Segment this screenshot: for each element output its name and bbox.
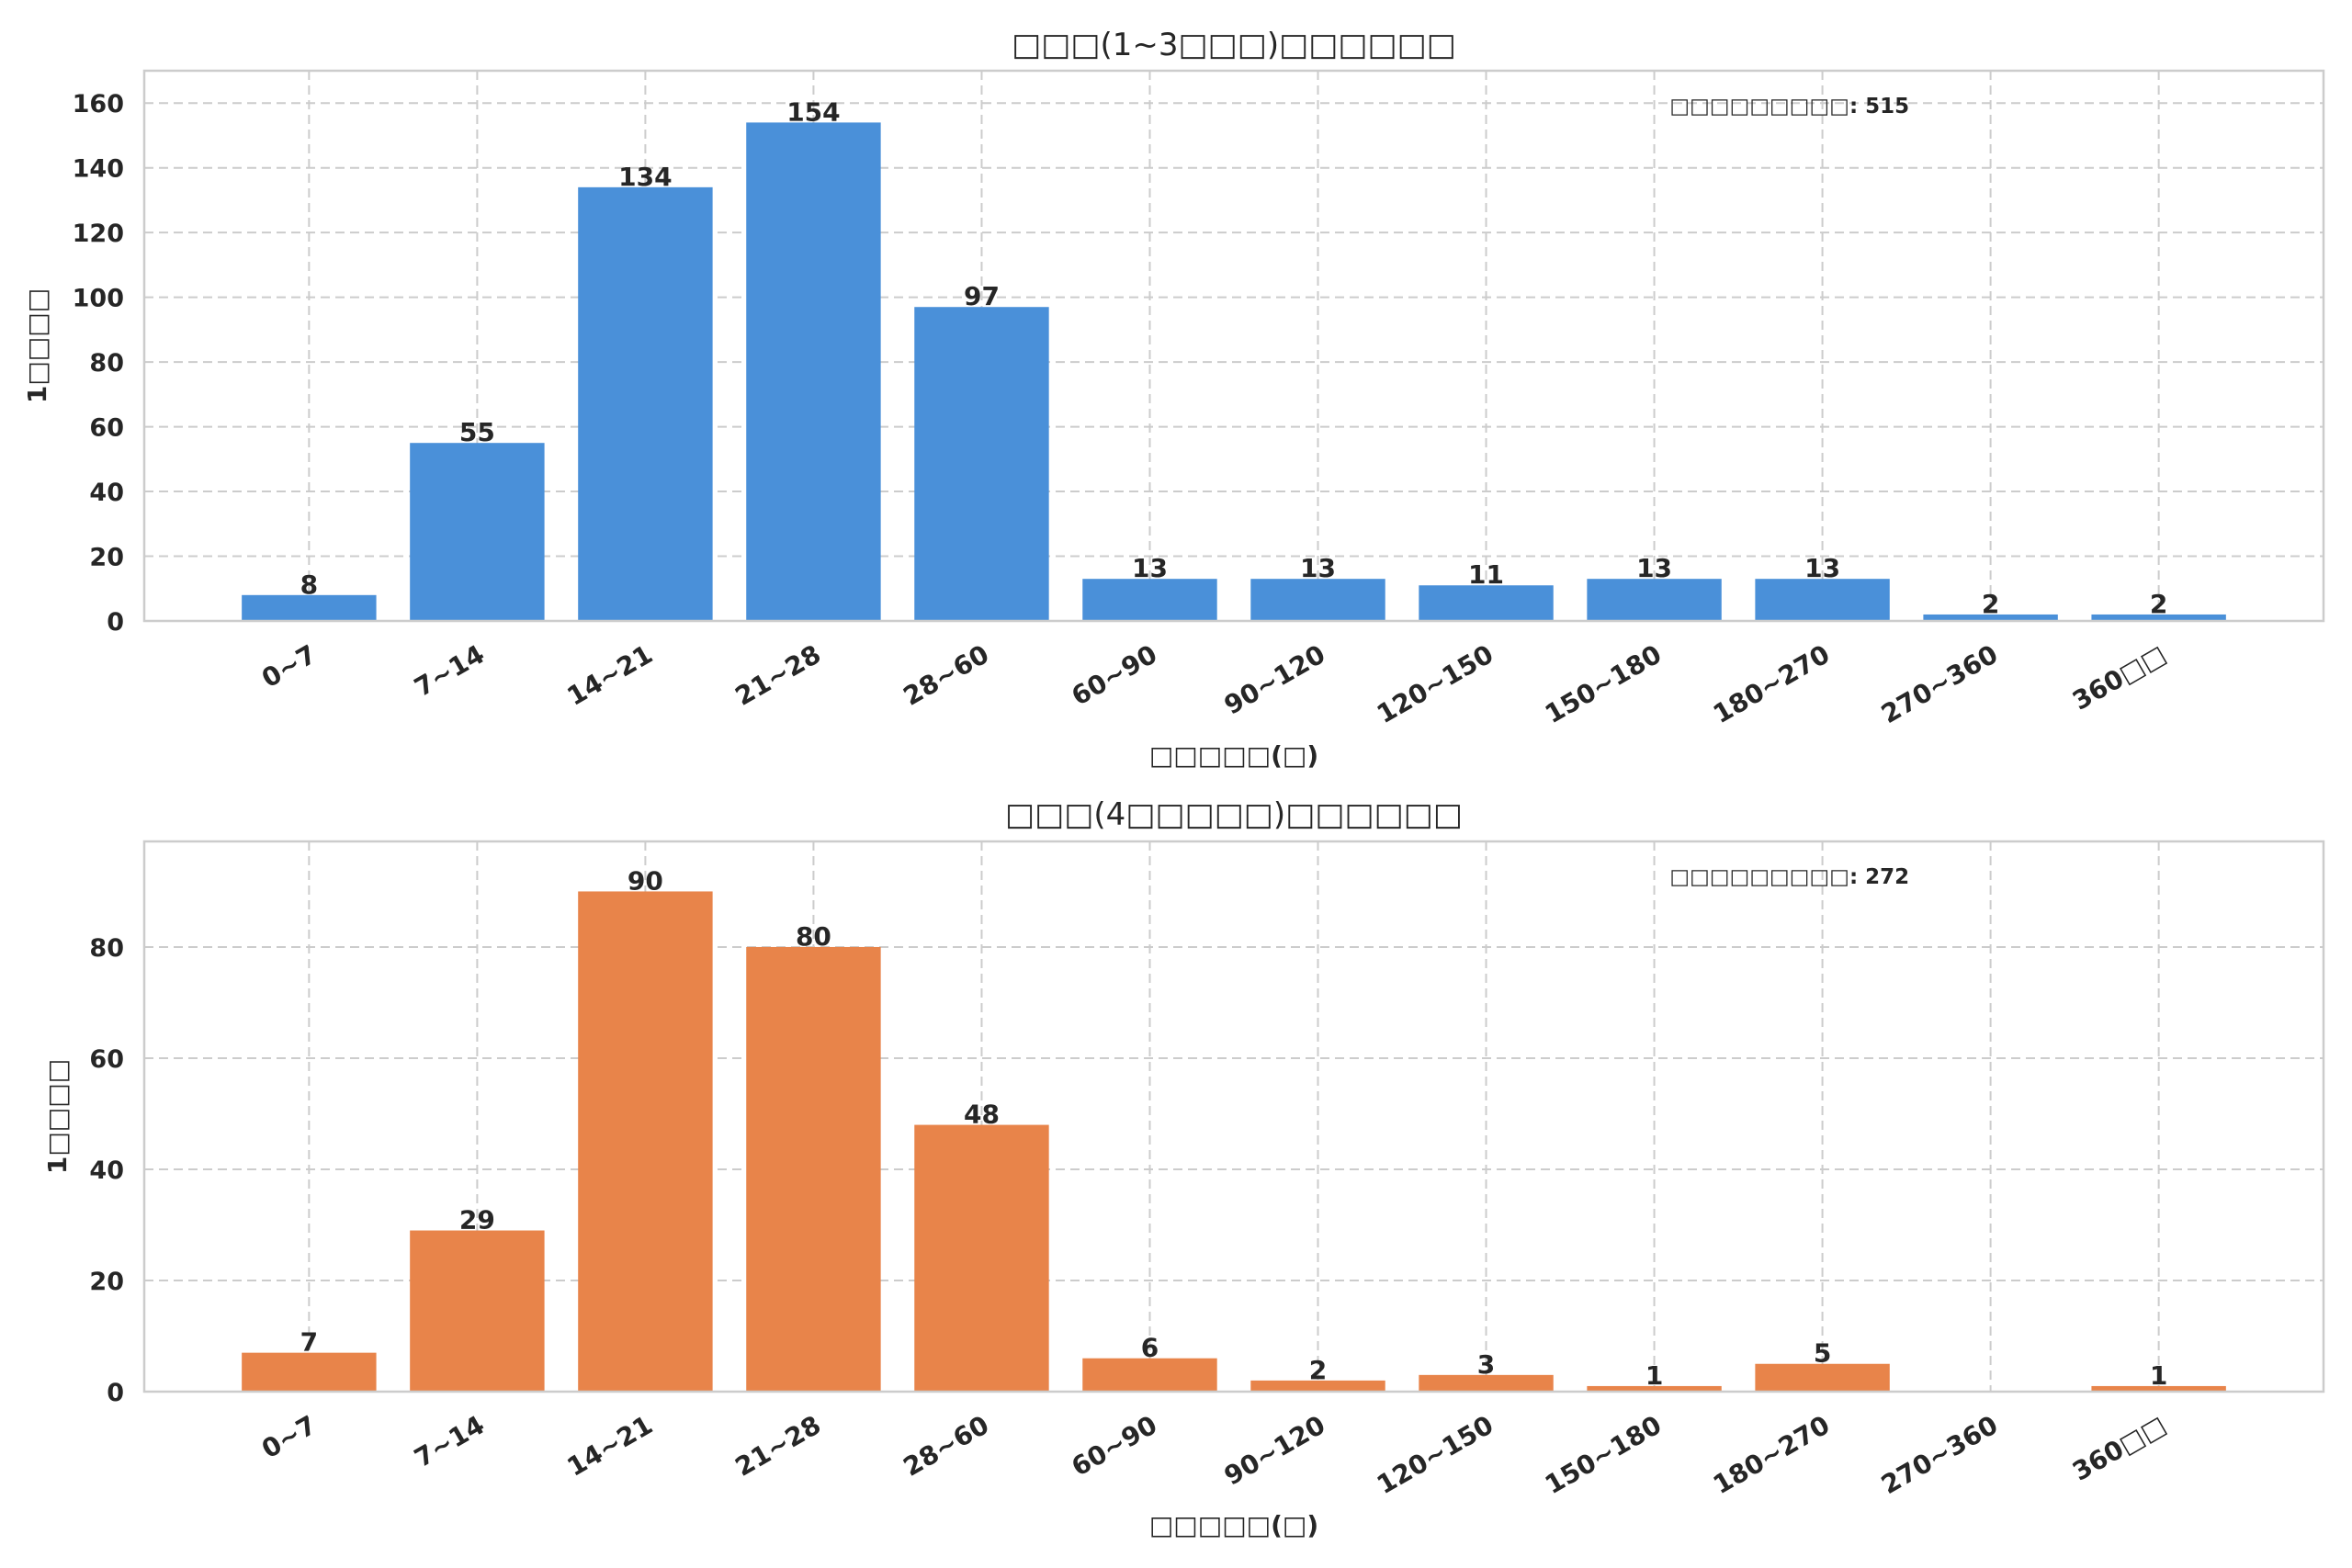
bar: [1755, 1363, 1890, 1392]
bar-value-label: 8: [300, 570, 318, 600]
bar: [1419, 585, 1554, 621]
y-tick-label: 100: [73, 285, 124, 313]
chart-panel-1: 0 20 40 60 80 100 120 140 160 8 0~7 55 7~14 134 14~21 1…: [22, 27, 2325, 771]
x-tick-label: 7~14: [409, 1409, 489, 1473]
x-tick-label: 0~7: [256, 638, 322, 694]
y-tick-label: 120: [73, 220, 124, 248]
x-tick-label: 0~7: [256, 1409, 322, 1464]
bar: [1082, 1358, 1217, 1392]
bar: [746, 122, 881, 621]
bar: [578, 891, 713, 1392]
x-tick-label: 60~90: [1067, 638, 1162, 711]
x-tick-label: 28~60: [899, 1409, 994, 1482]
y-tick-label: 20: [89, 1268, 124, 1296]
y-tick-label: 40: [89, 479, 124, 507]
x-tick-label: 21~28: [730, 1409, 826, 1482]
bar: [914, 1124, 1049, 1392]
x-axis-label: □□□□□(□): [1149, 1510, 1318, 1540]
bar: [1250, 579, 1385, 621]
bar-value-label: 1: [1645, 1360, 1663, 1391]
bar-value-label: 2: [1982, 589, 1999, 619]
x-tick-label: 7~14: [409, 638, 489, 703]
bar-value-label: 5: [1814, 1338, 1831, 1369]
bar-value-label: 3: [1477, 1349, 1495, 1380]
total-annotation: □□□□□□□□□: 272: [1669, 865, 1909, 889]
y-tick-label: 20: [89, 544, 124, 572]
bar: [1923, 614, 2058, 621]
x-tick-label: 270~360: [1876, 638, 2003, 729]
x-tick-label: 90~120: [1219, 638, 1330, 720]
x-tick-label: 120~150: [1372, 1409, 1498, 1500]
x-tick-label: 120~150: [1372, 638, 1498, 729]
bar-value-label: 11: [1468, 559, 1504, 590]
bar-value-label: 13: [1804, 553, 1840, 583]
bar: [746, 946, 881, 1392]
bar-value-label: 1: [2150, 1360, 2167, 1391]
y-tick-label: 0: [107, 1379, 124, 1407]
chart-title: □□□(4□□□□□)□□□□□□: [1005, 796, 1463, 833]
x-tick-label: 150~180: [1540, 1409, 1667, 1500]
bar: [2091, 614, 2226, 621]
bar-value-label: 13: [1636, 553, 1672, 583]
bar: [242, 1352, 377, 1392]
x-tick-label: 180~270: [1708, 638, 1835, 729]
x-tick-label: 21~28: [730, 638, 826, 711]
bar-value-label: 6: [1141, 1333, 1159, 1363]
bar: [410, 443, 545, 621]
chart-panel-2: 0 20 40 60 80 7 0~7 29 7~14 90 14~21 80 21~28 48 28~60…: [42, 796, 2325, 1540]
x-tick-label: 360□□: [2067, 638, 2171, 716]
y-tick-label: 80: [89, 349, 124, 378]
x-tick-label: 14~21: [562, 1409, 658, 1482]
bar: [410, 1230, 545, 1392]
x-tick-label: 180~270: [1708, 1409, 1835, 1500]
x-tick-label: 270~360: [1876, 1409, 2003, 1500]
bar-value-label: 48: [964, 1100, 1000, 1130]
y-tick-label: 60: [89, 1045, 124, 1074]
bar: [914, 307, 1049, 621]
bar-value-label: 13: [1132, 553, 1168, 583]
x-tick-label: 60~90: [1067, 1409, 1162, 1482]
x-axis-label: □□□□□(□): [1149, 740, 1318, 771]
bar-value-label: 55: [459, 417, 495, 447]
y-tick-label: 60: [89, 414, 124, 443]
bar-value-label: 80: [796, 921, 831, 952]
bar-value-label: 2: [1309, 1355, 1327, 1385]
bar: [1082, 579, 1217, 621]
bar: [1587, 1385, 1722, 1392]
bar-value-label: 2: [2150, 589, 2167, 619]
bar-value-label: 7: [300, 1327, 318, 1358]
bar: [2091, 1385, 2226, 1392]
bar-value-label: 154: [786, 96, 840, 127]
bar-value-label: 13: [1300, 553, 1336, 583]
x-tick-label: 90~120: [1219, 1409, 1330, 1491]
chart-title: □□□(1~3□□□)□□□□□□: [1012, 27, 1456, 63]
x-tick-label: 14~21: [562, 638, 658, 711]
bar: [242, 594, 377, 621]
bar-value-label: 97: [964, 281, 1000, 311]
x-tick-label: 150~180: [1540, 638, 1667, 729]
y-tick-label: 160: [73, 90, 124, 118]
y-axis-label: 1□□□□: [42, 1059, 73, 1174]
bar: [1250, 1380, 1385, 1392]
axes-frame: [142, 840, 2325, 1393]
y-axis-label: 1□□□□: [22, 288, 52, 403]
x-tick-label: 360□□: [2067, 1409, 2171, 1486]
y-tick-label: 0: [107, 608, 124, 637]
bar-value-label: 134: [618, 162, 672, 192]
bar: [1419, 1374, 1554, 1392]
axes-frame: [142, 69, 2325, 623]
bar: [1587, 579, 1722, 621]
bar-value-label: 90: [628, 865, 663, 896]
x-tick-label: 28~60: [899, 638, 994, 711]
y-tick-label: 80: [89, 934, 124, 963]
bar: [578, 186, 713, 622]
bar-value-label: 29: [459, 1205, 495, 1235]
total-annotation: □□□□□□□□□: 515: [1669, 95, 1909, 118]
bar: [1755, 579, 1890, 621]
y-tick-label: 40: [89, 1156, 124, 1185]
y-tick-label: 140: [73, 155, 124, 184]
